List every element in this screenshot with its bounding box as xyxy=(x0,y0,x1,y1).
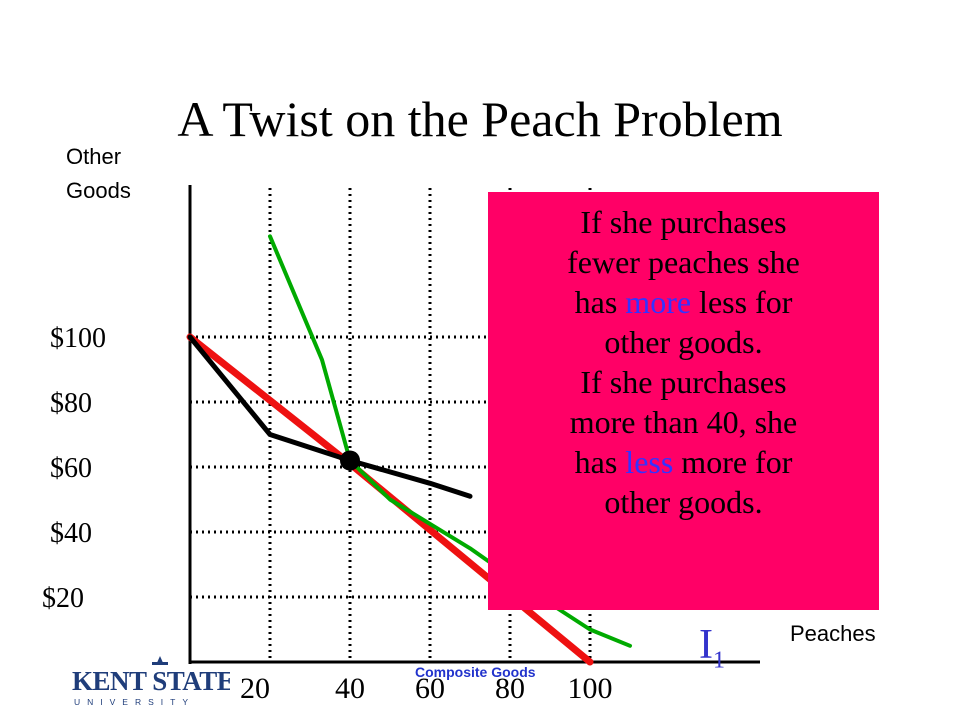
x-tick-label: 20 xyxy=(240,672,270,705)
y-tick-label: $80 xyxy=(50,388,92,419)
callout-text: If she purchases xyxy=(580,364,787,400)
callout-line: If she purchases xyxy=(496,362,871,402)
y-tick-label: $20 xyxy=(42,583,84,614)
callout-text: has xyxy=(574,284,626,320)
logo-skyline-icon xyxy=(152,656,168,665)
tick-labels: $100 $80 $60 $40 $20 20 40 60 80 100 xyxy=(42,323,613,705)
callout-highlight: less xyxy=(625,444,674,480)
logo-wordmark: KENT STATE xyxy=(72,666,230,696)
callout-line: other goods. xyxy=(496,482,871,522)
x-tick-label: 100 xyxy=(568,672,613,705)
callout-line: has more less for xyxy=(496,282,871,322)
x-tick-label: 60 xyxy=(415,672,445,705)
callout-text: more for xyxy=(673,444,793,480)
footer-label: Composite Goods xyxy=(415,664,536,680)
callout-line: more than 40, she xyxy=(496,402,871,442)
callout-line: has less more for xyxy=(496,442,871,482)
y-axis-label-line: Other xyxy=(66,144,122,169)
callout-text: has xyxy=(574,444,626,480)
axes xyxy=(188,185,760,664)
x-axis-label: Peaches xyxy=(790,621,876,646)
logo-subtitle: UNIVERSITY xyxy=(74,697,195,707)
series-line xyxy=(187,334,473,499)
callout-text: If she purchases xyxy=(580,204,787,240)
series-line xyxy=(268,234,632,648)
y-tick-label: $60 xyxy=(50,453,92,484)
callout-line: other goods. xyxy=(496,322,871,362)
y-axis-label-line: Goods xyxy=(66,178,131,203)
x-tick-label: 80 xyxy=(495,672,525,705)
kent-state-logo: KENT STATE UNIVERSITY xyxy=(72,656,230,707)
callout-text: more than 40, she xyxy=(569,404,798,440)
callout-line: fewer peaches she xyxy=(496,242,871,282)
tangency-point xyxy=(340,450,360,471)
indifference-curve-label: I1 xyxy=(699,622,725,674)
callout-text: other goods. xyxy=(604,324,763,360)
callout-text: fewer peaches she xyxy=(567,244,800,280)
callout-highlight: more xyxy=(625,284,692,320)
y-tick-label: $40 xyxy=(50,518,92,549)
callout-line: If she purchases xyxy=(496,202,871,242)
callout-box: If she purchases fewer peaches she has mor… xyxy=(488,192,879,610)
callout-text: less for xyxy=(691,284,793,320)
y-axis-label: Other Goods xyxy=(66,140,131,208)
x-tick-label: 40 xyxy=(335,672,365,705)
y-tick-label: $100 xyxy=(50,323,106,354)
page-title: A Twist on the Peach Problem xyxy=(177,91,783,147)
callout-text: other goods. xyxy=(604,484,763,520)
